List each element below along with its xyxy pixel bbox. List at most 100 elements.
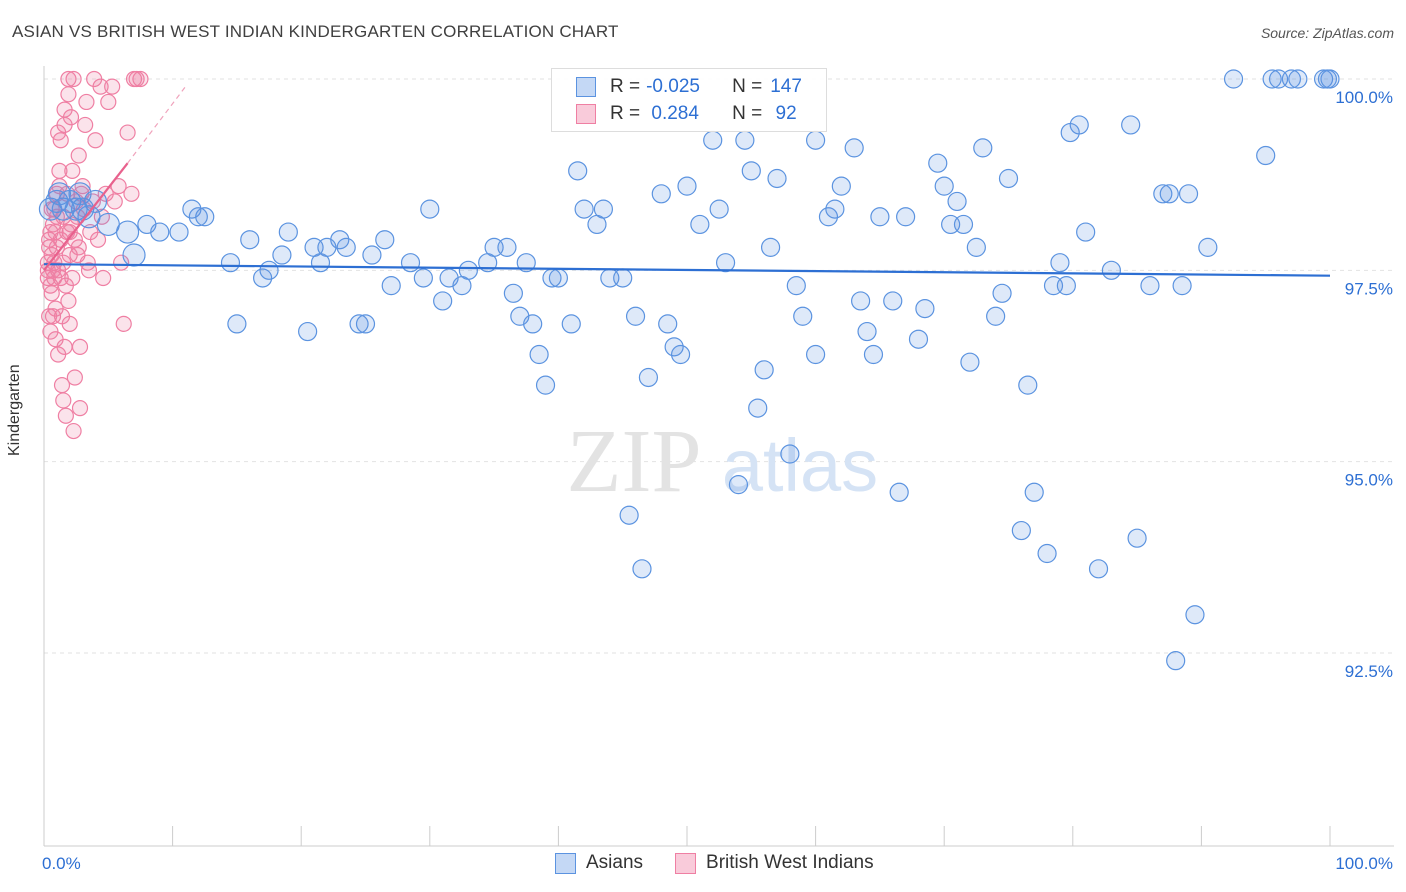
data-point	[1172, 276, 1192, 296]
data-point	[748, 398, 768, 418]
data-point	[953, 214, 974, 235]
data-point	[863, 344, 884, 365]
data-point	[889, 482, 909, 502]
data-point	[915, 299, 935, 319]
data-point	[709, 199, 729, 219]
data-point	[998, 168, 1019, 189]
data-point	[1018, 375, 1038, 395]
data-point	[1121, 115, 1141, 135]
legend-item-british-west-indians[interactable]: British West Indians	[675, 852, 874, 874]
data-point	[780, 444, 800, 464]
data-point	[632, 559, 652, 579]
data-point	[805, 344, 826, 365]
data-point	[754, 360, 774, 380]
data-point	[119, 124, 136, 141]
data-point	[420, 199, 440, 219]
data-point	[227, 314, 247, 334]
data-point	[336, 237, 356, 257]
data-point	[883, 291, 903, 311]
data-point	[715, 253, 736, 273]
data-point	[70, 239, 87, 256]
data-point	[95, 269, 112, 287]
x-tick-label: 100.0%	[1335, 854, 1393, 873]
data-point	[110, 178, 127, 195]
data-point	[516, 253, 536, 273]
data-point	[240, 230, 260, 250]
data-point	[1166, 651, 1186, 671]
axes	[43, 66, 1394, 847]
data-point	[548, 268, 569, 288]
data-point	[625, 306, 646, 326]
legend-label-british-west-indians: British West Indians	[706, 852, 874, 873]
data-point	[574, 199, 594, 219]
data-point	[106, 193, 123, 210]
data-point	[741, 161, 761, 181]
data-point	[362, 245, 382, 265]
data-point	[1153, 184, 1173, 204]
data-point	[1159, 184, 1179, 204]
data-point	[64, 269, 81, 287]
data-point	[55, 392, 72, 409]
data-point	[220, 253, 241, 273]
data-point	[593, 199, 614, 219]
data-point	[793, 306, 813, 326]
data-point	[523, 314, 543, 334]
data-point	[400, 253, 421, 273]
data-point	[638, 367, 659, 388]
data-point	[934, 176, 954, 196]
data-point	[253, 268, 273, 288]
legend-row-british-west-indians: R = 0.284 N = 92	[576, 101, 797, 127]
data-point	[169, 222, 189, 242]
data-point	[677, 176, 697, 196]
data-point	[298, 321, 318, 342]
watermark: ZIP atlas	[567, 412, 879, 511]
trend-line-british-west-indians	[43, 162, 129, 272]
data-point	[60, 86, 77, 103]
data-point	[568, 161, 588, 181]
data-point	[1050, 253, 1070, 273]
data-point	[330, 230, 350, 250]
data-point	[349, 314, 369, 334]
data-point	[529, 344, 549, 365]
y-tick-label: 100.0%	[1335, 88, 1393, 107]
data-point	[870, 207, 890, 227]
data-point	[844, 138, 864, 158]
data-point	[92, 78, 109, 95]
data-point	[728, 475, 749, 495]
legend-item-asians[interactable]: Asians	[555, 852, 643, 874]
data-point	[735, 130, 755, 150]
data-point	[805, 130, 826, 150]
data-point	[703, 130, 723, 150]
data-point	[128, 70, 145, 88]
watermark-atlas: atlas	[722, 424, 878, 507]
legend-swatch-asians	[576, 77, 596, 97]
x-tick-label: 0.0%	[42, 854, 81, 873]
data-point	[651, 184, 671, 204]
legend-r-label: R =	[610, 76, 641, 97]
data-point	[60, 292, 77, 310]
data-point	[43, 285, 60, 302]
data-point	[947, 191, 967, 212]
data-point	[458, 260, 478, 280]
data-point	[1178, 184, 1199, 204]
data-point	[89, 231, 107, 248]
y-tick-label: 92.5%	[1345, 662, 1393, 681]
watermark-zip: ZIP	[567, 412, 702, 511]
data-point	[413, 268, 433, 288]
data-point	[78, 93, 95, 111]
legend-swatch-british-west-indians	[576, 104, 596, 124]
data-point	[150, 222, 170, 242]
data-point	[1185, 605, 1205, 625]
data-point	[1076, 222, 1096, 242]
data-point	[767, 168, 787, 189]
legend-r-value: 0.284	[646, 103, 699, 124]
legend-swatch-asians	[555, 852, 576, 874]
data-point	[966, 237, 986, 257]
data-point	[66, 369, 83, 386]
data-point	[61, 223, 78, 241]
data-point	[1024, 482, 1044, 502]
data-point	[195, 207, 215, 227]
data-point	[188, 207, 208, 227]
data-point	[960, 352, 980, 372]
